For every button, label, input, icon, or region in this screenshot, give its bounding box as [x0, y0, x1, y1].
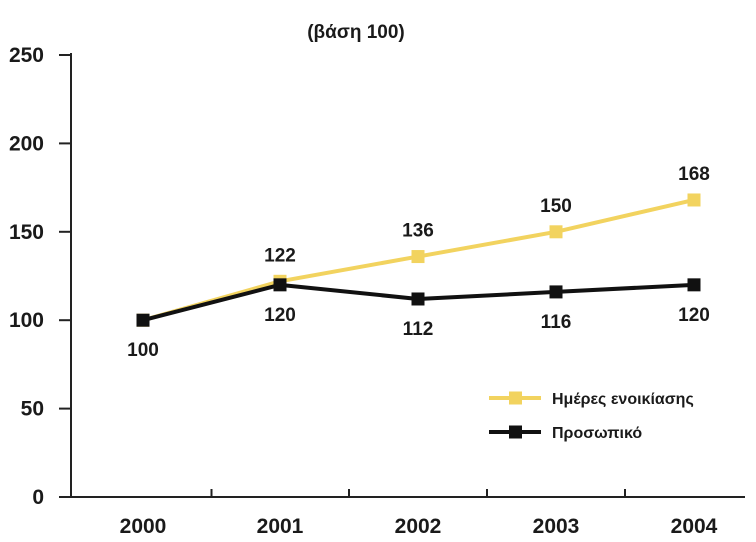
legend-label-0: Ημέρες ενοικίασης: [552, 391, 694, 408]
series-marker-1: [411, 292, 425, 306]
x-tick-label: 2000: [120, 515, 167, 537]
series-layer: [136, 193, 701, 327]
legend: Ημέρες ενοικίασης Προσωπικό: [489, 391, 694, 442]
data-label: 116: [541, 312, 572, 333]
legend-swatch-marker-1: [509, 425, 522, 439]
series-marker-0: [687, 193, 701, 207]
x-tick-label: 2002: [395, 515, 442, 537]
y-tick-label: 50: [21, 398, 44, 421]
data-labels: 122 136 150 168 100 120 112 116 120: [127, 164, 710, 361]
data-label: 120: [678, 305, 710, 326]
x-tick-label: 2004: [671, 515, 718, 537]
data-label: 136: [402, 221, 434, 242]
data-label: 150: [540, 196, 572, 217]
series-marker-1: [549, 285, 563, 299]
data-label: 100: [127, 340, 159, 361]
chart-subtitle: (βάση 100): [307, 22, 405, 43]
data-label: 112: [403, 319, 434, 340]
y-tick-label: 250: [9, 44, 44, 67]
series-marker-1: [136, 313, 150, 327]
data-label: 120: [264, 305, 296, 326]
series-marker-0: [549, 225, 563, 239]
y-tick-label: 150: [9, 221, 44, 244]
series-marker-1: [273, 278, 287, 292]
series-marker-0: [411, 250, 425, 264]
x-tick-label: 2003: [533, 515, 580, 537]
y-tick-label: 200: [9, 132, 44, 155]
series-marker-1: [687, 278, 701, 292]
data-label: 122: [264, 245, 296, 266]
y-tick-label: 100: [9, 309, 44, 332]
legend-label-1: Προσωπικό: [552, 425, 642, 442]
x-tick-label: 2001: [257, 515, 304, 537]
legend-swatch-marker-0: [509, 391, 522, 405]
axes: 0 50 100 150 200 250 2000 2001 2002 2003 2004: [9, 44, 745, 538]
data-label: 168: [678, 164, 710, 185]
y-tick-label: 0: [32, 486, 44, 509]
